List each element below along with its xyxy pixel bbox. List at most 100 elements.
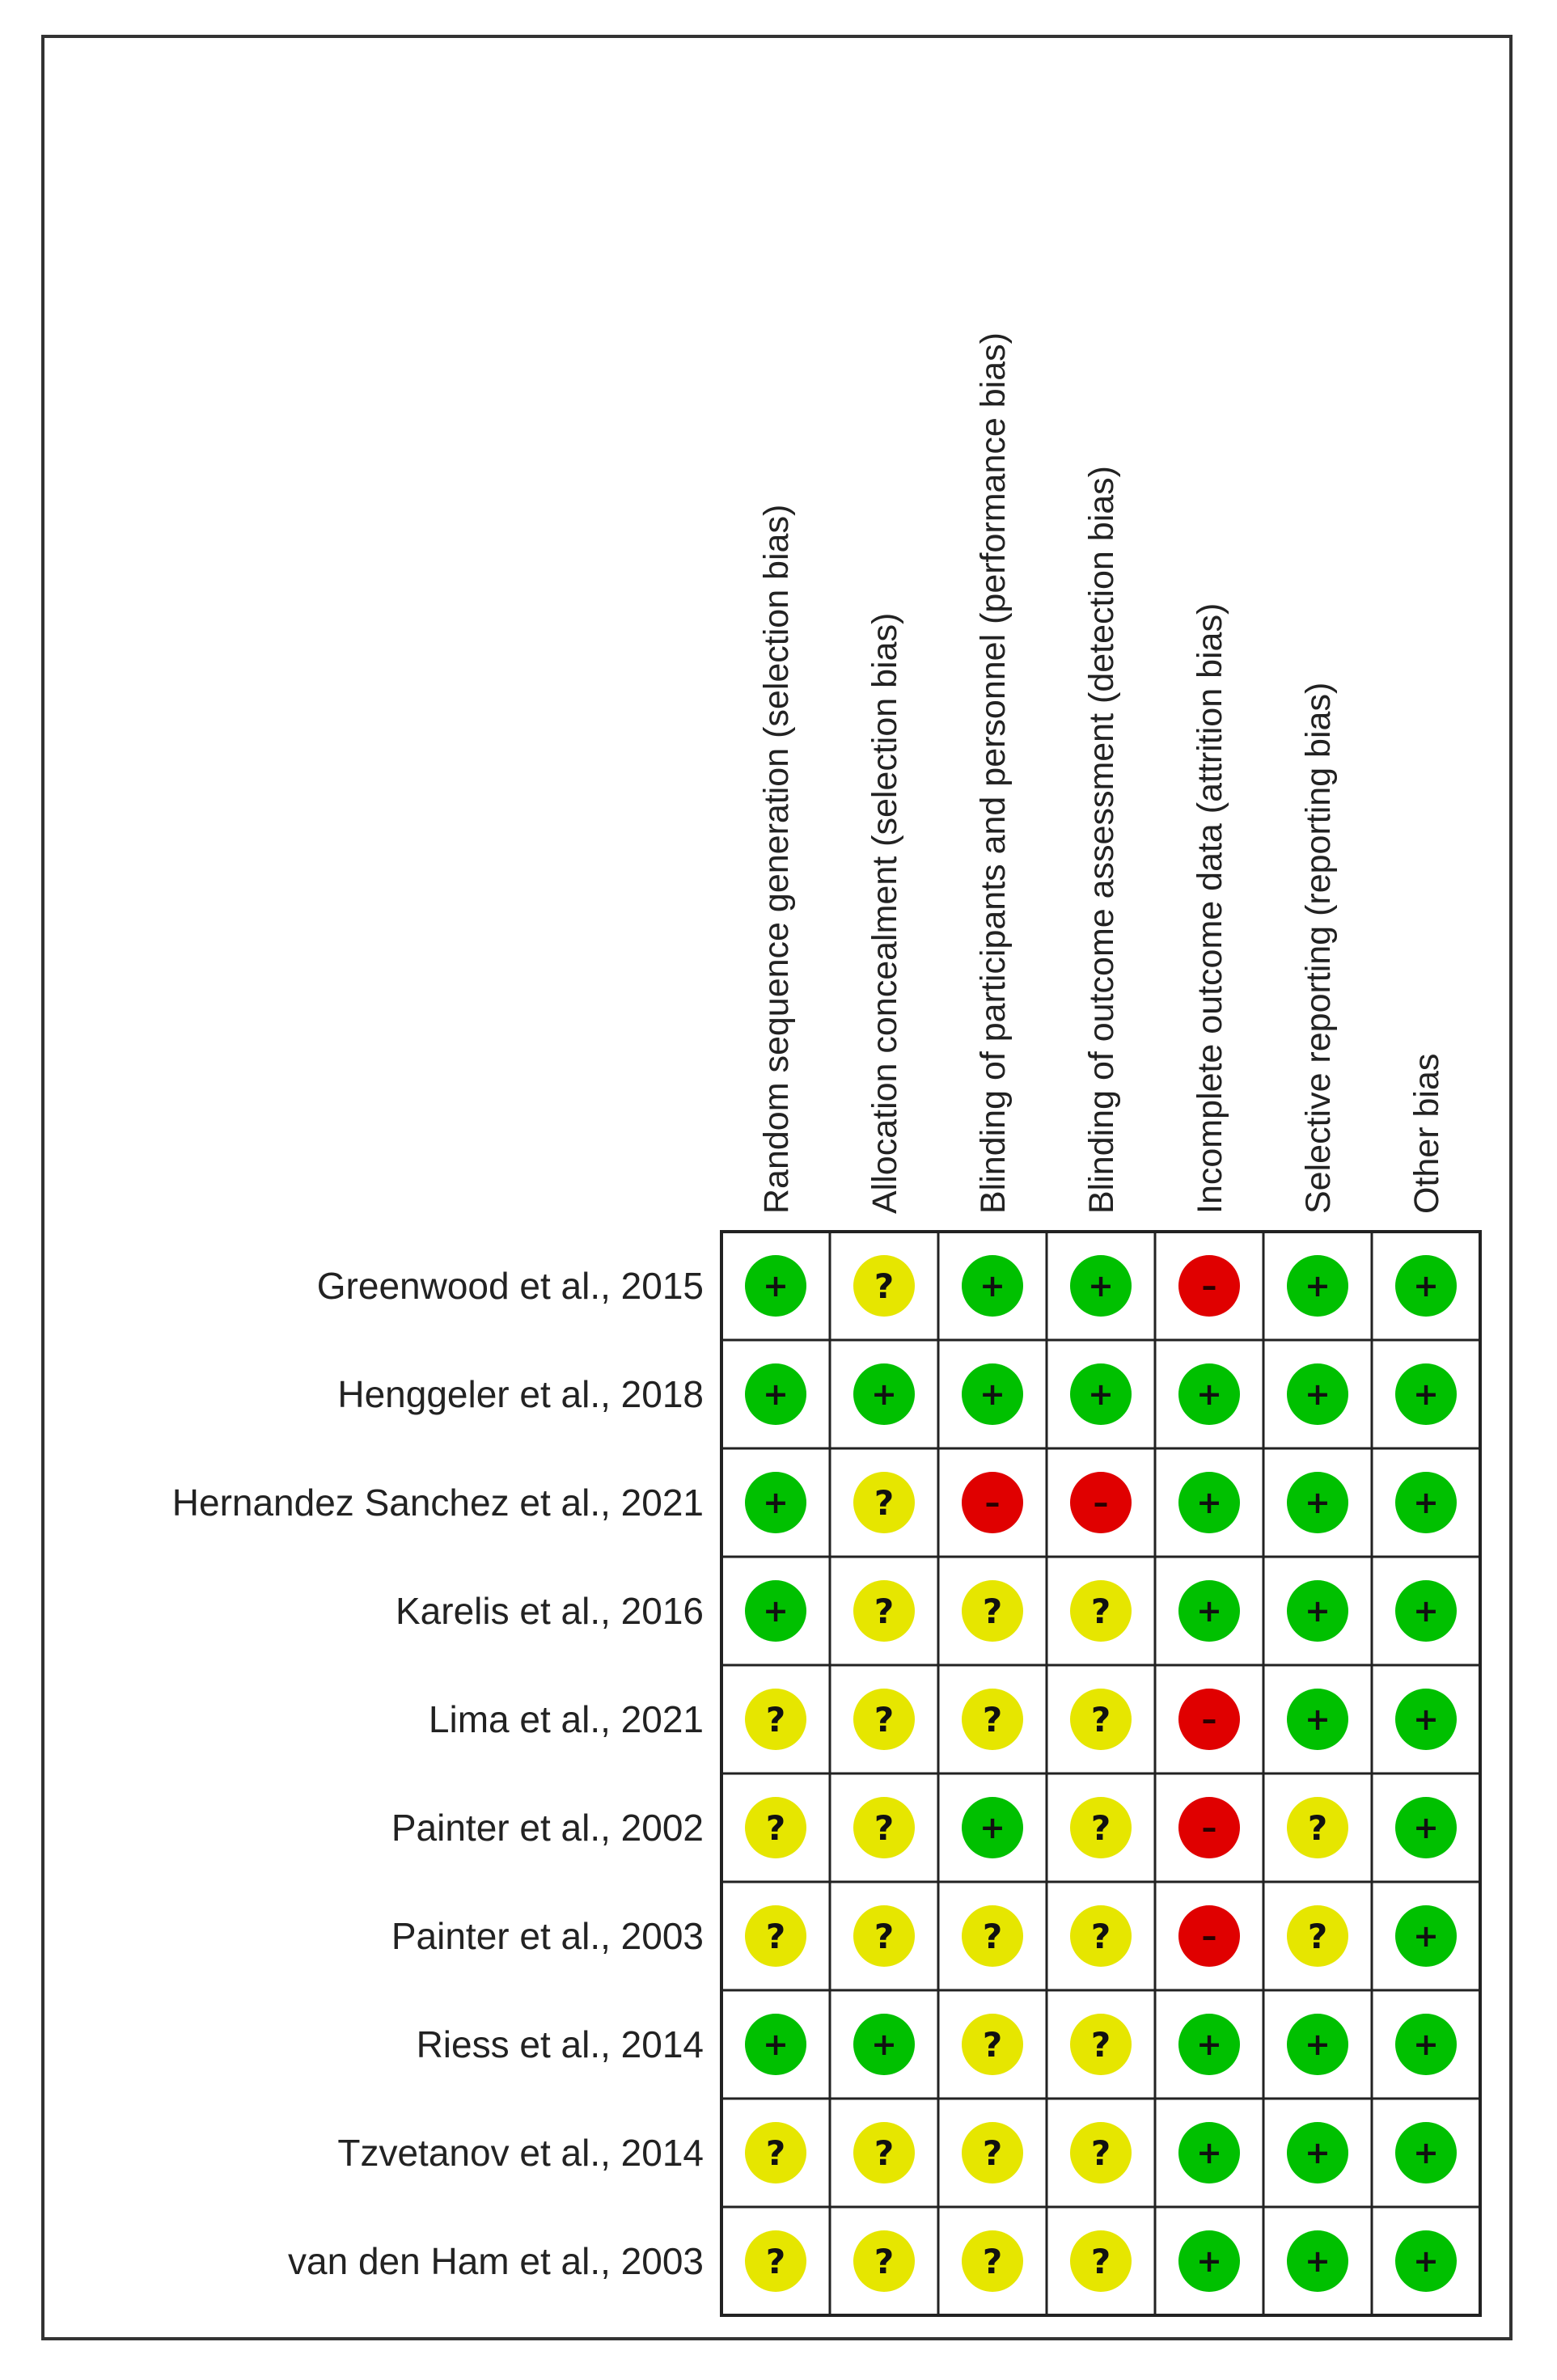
judgement-glyph: ? <box>1308 1917 1327 1956</box>
judgement-unclear: ? <box>962 1580 1023 1642</box>
judgement-low: + <box>1395 2014 1457 2075</box>
judgement-low-icon <box>853 1363 915 1425</box>
judgement-low: + <box>1070 1255 1132 1317</box>
judgement-glyph: ? <box>766 2242 785 2281</box>
judgement-high: – <box>1178 1689 1240 1750</box>
judgement-unclear-icon <box>1287 1797 1348 1858</box>
judgement-unclear-icon <box>745 1689 806 1750</box>
judgement-glyph: + <box>1305 2135 1331 2171</box>
judgement-unclear-icon <box>853 1689 915 1750</box>
judgement-unclear-icon <box>853 1905 915 1967</box>
judgement-low-icon <box>1287 1689 1348 1750</box>
judgement-low-icon <box>1395 1472 1457 1533</box>
judgement-glyph: – <box>1202 1810 1217 1845</box>
judgement-glyph: ? <box>766 1700 785 1740</box>
judgement-high-icon <box>1178 1797 1240 1858</box>
judgement-glyph: + <box>871 2027 897 2062</box>
judgement-low: + <box>1287 1363 1348 1425</box>
judgement-low: + <box>1287 1580 1348 1642</box>
judgement-glyph: ? <box>766 1917 785 1956</box>
judgement-low-icon <box>1287 1363 1348 1425</box>
judgement-low: + <box>1395 1472 1457 1533</box>
judgement-glyph: – <box>985 1485 1001 1520</box>
judgement-unclear: ? <box>853 2122 915 2183</box>
judgement-glyph: + <box>763 2027 789 2062</box>
judgement-low: + <box>962 1363 1023 1425</box>
judgement-low: + <box>745 1363 806 1425</box>
judgement-unclear-icon <box>962 1905 1023 1967</box>
study-label: Riess et al., 2014 <box>417 2023 704 2065</box>
judgement-low-icon <box>1395 1580 1457 1642</box>
judgement-unclear: ? <box>962 2014 1023 2075</box>
judgement-low-icon <box>1178 2122 1240 2183</box>
judgement-low: + <box>1287 2230 1348 2292</box>
study-label: Painter et al., 2003 <box>391 1915 704 1957</box>
judgement-low-icon <box>1395 1255 1457 1317</box>
judgement-glyph: + <box>1413 1810 1439 1845</box>
judgement-low-icon <box>745 1472 806 1533</box>
judgement-glyph: ? <box>874 1917 894 1956</box>
judgement-low: + <box>1395 1580 1457 1642</box>
judgement-low: + <box>1178 1363 1240 1425</box>
judgement-glyph: ? <box>1091 1700 1111 1740</box>
judgement-low-icon <box>1178 2230 1240 2292</box>
judgement-low-icon <box>1287 1472 1348 1533</box>
judgement-glyph: + <box>1305 2243 1331 2279</box>
judgement-glyph: + <box>1305 1268 1331 1304</box>
judgement-low: + <box>853 1363 915 1425</box>
judgement-low-icon <box>745 2014 806 2075</box>
judgement-low-icon <box>1395 1797 1457 1858</box>
study-label: Tzvetanov et al., 2014 <box>337 2132 704 2174</box>
judgement-glyph: ? <box>983 2025 1002 2065</box>
domain-header-1: Random sequence generation (selection bi… <box>757 505 796 1214</box>
judgement-unclear: ? <box>745 1797 806 1858</box>
judgement-unclear: ? <box>1070 2230 1132 2292</box>
judgement-marks: +? + + – + + + + + + + + + +? – – + + + +??? + + +???? – + +?? +? –… <box>745 1255 1457 2292</box>
judgement-glyph: ? <box>766 1808 785 1848</box>
judgement-glyph: + <box>1413 1702 1439 1737</box>
judgement-low-icon <box>962 1363 1023 1425</box>
study-label: Hernandez Sanchez et al., 2021 <box>172 1482 704 1524</box>
judgement-unclear-icon <box>853 1580 915 1642</box>
judgement-low-icon <box>1287 2230 1348 2292</box>
judgement-glyph: ? <box>1091 1808 1111 1848</box>
judgement-unclear: ? <box>962 1689 1023 1750</box>
judgement-low-icon <box>1070 1363 1132 1425</box>
judgement-low: + <box>745 1472 806 1533</box>
judgement-low: + <box>1287 2122 1348 2183</box>
judgement-low: + <box>1287 2014 1348 2075</box>
judgement-glyph: + <box>1088 1268 1114 1304</box>
judgement-unclear-icon <box>1070 1797 1132 1858</box>
judgement-unclear: ? <box>745 2230 806 2292</box>
judgement-unclear: ? <box>1070 1797 1132 1858</box>
judgement-high-icon <box>1070 1472 1132 1533</box>
judgement-glyph: + <box>1413 2243 1439 2279</box>
judgement-unclear-icon <box>853 2230 915 2292</box>
judgement-unclear: ? <box>745 1689 806 1750</box>
judgement-glyph: + <box>1305 2027 1331 2062</box>
study-label: van den Ham et al., 2003 <box>288 2240 704 2282</box>
judgement-high-icon <box>1178 1689 1240 1750</box>
judgement-unclear-icon <box>853 1472 915 1533</box>
judgement-glyph: + <box>1305 1485 1331 1520</box>
judgement-unclear: ? <box>853 1905 915 1967</box>
judgement-glyph: + <box>1196 2135 1222 2171</box>
judgement-low: + <box>1178 2014 1240 2075</box>
judgement-low: + <box>1178 2230 1240 2292</box>
judgement-glyph: + <box>979 1268 1005 1304</box>
judgement-glyph: + <box>1413 1485 1439 1520</box>
study-label: Greenwood et al., 2015 <box>317 1265 704 1307</box>
judgement-glyph: ? <box>1308 1808 1327 1848</box>
judgement-glyph: ? <box>874 1592 894 1631</box>
judgement-low: + <box>1178 1472 1240 1533</box>
judgement-glyph: + <box>979 1376 1005 1412</box>
judgement-unclear: ? <box>1070 1689 1132 1750</box>
judgement-unclear-icon <box>853 1255 915 1317</box>
judgement-unclear-icon <box>853 1797 915 1858</box>
judgement-low: + <box>745 2014 806 2075</box>
judgement-low-icon <box>1287 1255 1348 1317</box>
judgement-high: – <box>1070 1472 1132 1533</box>
judgement-unclear-icon <box>1070 2122 1132 2183</box>
judgement-low-icon <box>1395 1363 1457 1425</box>
judgement-unclear-icon <box>745 1797 806 1858</box>
